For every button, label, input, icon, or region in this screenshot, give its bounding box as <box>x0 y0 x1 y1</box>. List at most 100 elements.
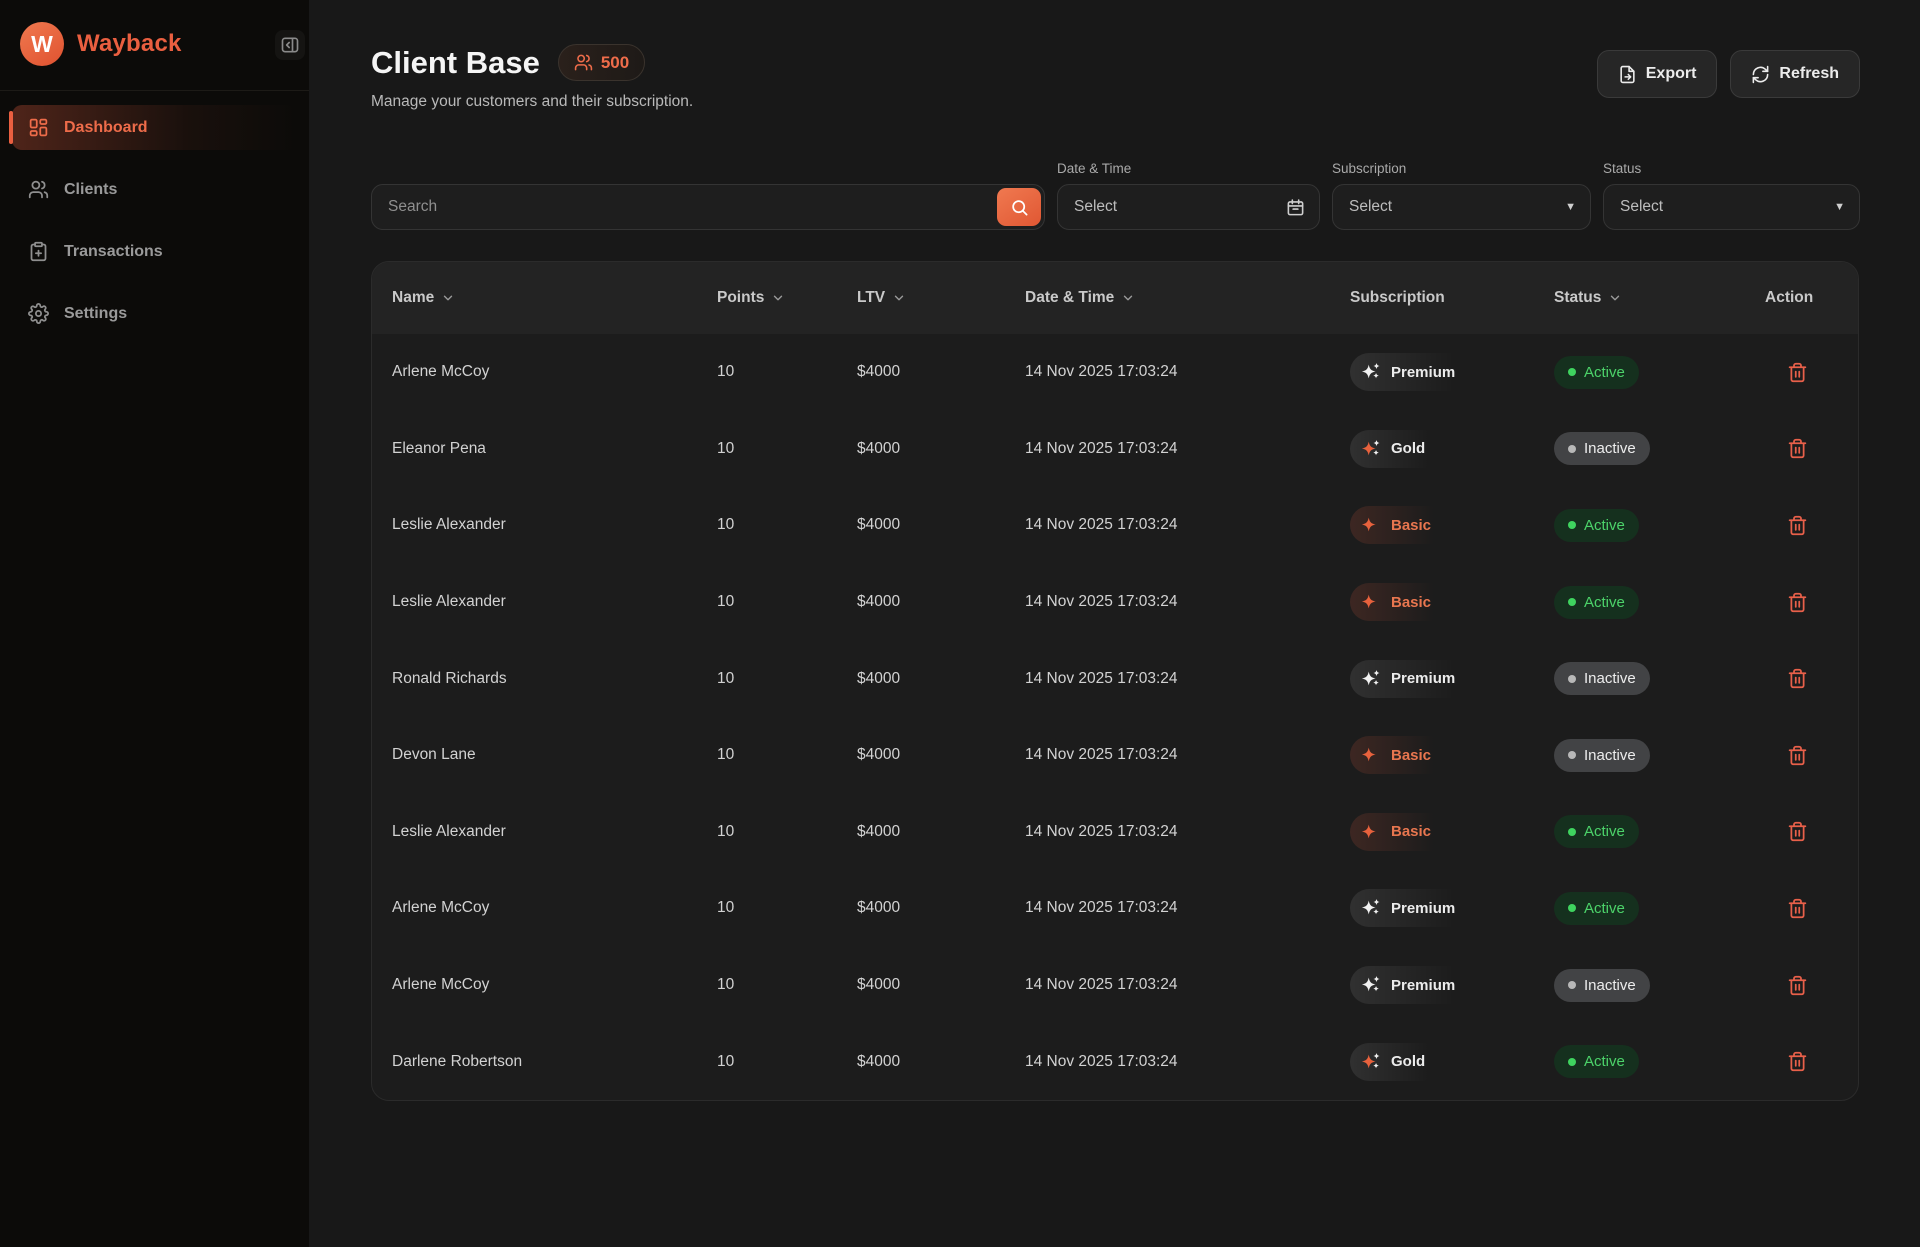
sort-chevron-icon <box>774 295 783 301</box>
datetime-value: 14 Nov 2025 17:03:24 <box>1025 593 1178 611</box>
status-badge: Inactive <box>1554 662 1650 696</box>
sort-chevron-icon <box>894 295 904 301</box>
column-header-action[interactable]: Action <box>1765 289 1814 306</box>
status-dot-icon <box>1568 598 1576 607</box>
client-count: 500 <box>600 52 630 72</box>
column-header-ltv[interactable]: LTV <box>857 289 1025 307</box>
delete-button[interactable] <box>1787 592 1808 613</box>
sparkles-icon <box>1361 594 1376 609</box>
delete-button[interactable] <box>1787 515 1808 536</box>
points-value: 10 <box>717 669 735 687</box>
export-button[interactable]: Export <box>1596 50 1718 98</box>
ltv-value: $4000 <box>857 669 901 687</box>
users-icon <box>574 54 593 71</box>
sort-chevron-icon <box>444 295 453 301</box>
calendar-icon <box>1287 198 1304 215</box>
status-badge: Inactive <box>1554 738 1650 772</box>
ltv-value: $4000 <box>857 593 901 611</box>
subscription-badge: Basic <box>1350 506 1450 545</box>
chevron-down-icon: ▼ <box>1565 201 1576 213</box>
client-name: Leslie Alexander <box>392 593 506 611</box>
sparkles-icon <box>1361 363 1380 379</box>
column-header-points[interactable]: Points <box>717 289 857 307</box>
status-dot-icon <box>1568 674 1576 683</box>
ltv-value: $4000 <box>857 822 901 840</box>
delete-button[interactable] <box>1787 975 1808 996</box>
sparkles-icon <box>1361 1052 1380 1069</box>
client-name: Arlene McCoy <box>392 976 490 994</box>
column-header-subscription[interactable]: Subscription <box>1350 289 1445 306</box>
table-row: Eleanor Pena 10 $4000 14 Nov 2025 17:03:… <box>372 411 1858 488</box>
datetime-value: 14 Nov 2025 17:03:24 <box>1025 1052 1178 1070</box>
delete-button[interactable] <box>1787 1051 1808 1072</box>
subscription-badge: Basic <box>1350 583 1450 622</box>
subscription-badge: Premium <box>1350 966 1474 1005</box>
table-row: Leslie Alexander 10 $4000 14 Nov 2025 17… <box>372 794 1858 871</box>
delete-button[interactable] <box>1787 668 1808 689</box>
column-header-status[interactable]: Status <box>1554 289 1765 307</box>
clipboard-icon <box>30 241 47 262</box>
status-dot-icon <box>1568 368 1576 377</box>
status-badge: Active <box>1554 891 1639 925</box>
status-dot-icon <box>1568 751 1576 760</box>
search-button[interactable] <box>997 188 1041 226</box>
sidebar-item-dashboard[interactable]: Dashboard <box>9 105 297 150</box>
delete-button[interactable] <box>1787 438 1808 459</box>
sparkles-icon <box>1361 899 1380 915</box>
client-name: Darlene Robertson <box>392 1052 523 1070</box>
sidebar-item-clients[interactable]: Clients <box>12 167 297 212</box>
datetime-value: 14 Nov 2025 17:03:24 <box>1025 899 1178 917</box>
subscription-filter: Subscription Select ▼ <box>1332 161 1591 230</box>
status-filter-label: Status <box>1603 161 1642 176</box>
status-badge: Inactive <box>1554 968 1650 1002</box>
column-header-date-time[interactable]: Date & Time <box>1025 289 1350 307</box>
delete-button[interactable] <box>1787 745 1808 766</box>
status-badge: Active <box>1554 355 1639 389</box>
ltv-value: $4000 <box>857 976 901 994</box>
sidebar-item-settings[interactable]: Settings <box>12 291 297 336</box>
status-badge: Active <box>1554 508 1639 542</box>
table-body: Arlene McCoy 10 $4000 14 Nov 2025 17:03:… <box>372 334 1858 1100</box>
filter-bar: Date & Time Select Subscription Select ▼… <box>371 161 1860 230</box>
delete-button[interactable] <box>1787 362 1808 383</box>
search-input[interactable] <box>371 184 1045 230</box>
status-badge: Active <box>1554 1045 1639 1079</box>
sidebar-item-transactions[interactable]: Transactions <box>12 229 297 274</box>
datetime-value: 14 Nov 2025 17:03:24 <box>1025 746 1178 764</box>
subscription-badge: Basic <box>1350 736 1450 775</box>
chevron-down-icon: ▼ <box>1834 201 1845 213</box>
sidebar-collapse-button[interactable] <box>275 30 305 60</box>
ltv-value: $4000 <box>857 746 901 764</box>
trash-icon <box>1788 362 1807 382</box>
points-value: 10 <box>717 976 735 994</box>
subscription-badge: Basic <box>1350 812 1450 851</box>
delete-button[interactable] <box>1787 898 1808 919</box>
brand-name: Wayback <box>77 30 182 57</box>
search-wrap <box>371 184 1045 230</box>
column-header-name[interactable]: Name <box>392 289 717 307</box>
delete-button[interactable] <box>1787 821 1808 842</box>
subscription-select[interactable]: Select ▼ <box>1332 184 1591 230</box>
trash-icon <box>1788 515 1807 536</box>
status-badge: Active <box>1554 815 1639 849</box>
trash-icon <box>1788 669 1807 689</box>
sidebar: W Wayback Dashboard Clients Transactions… <box>0 0 309 1247</box>
points-value: 10 <box>717 439 735 457</box>
trash-icon <box>1788 822 1807 842</box>
status-dot-icon <box>1568 904 1576 913</box>
table-row: Devon Lane 10 $4000 14 Nov 2025 17:03:24… <box>372 717 1858 794</box>
top-actions: Export Refresh <box>1596 50 1860 98</box>
ltv-value: $4000 <box>857 439 901 457</box>
client-name: Arlene McCoy <box>392 363 490 381</box>
sparkles-icon <box>1361 824 1376 839</box>
trash-icon <box>1788 1052 1807 1072</box>
subscription-badge: Gold <box>1350 1042 1444 1081</box>
refresh-button[interactable]: Refresh <box>1730 50 1860 98</box>
client-count-badge: 500 <box>557 44 646 81</box>
status-select[interactable]: Select ▼ <box>1603 184 1860 230</box>
panel-collapse-icon <box>281 37 299 53</box>
sort-chevron-icon <box>1611 295 1620 301</box>
status-filter: Status Select ▼ <box>1603 161 1860 230</box>
date-select[interactable]: Select <box>1057 184 1320 230</box>
page-title: Client Base <box>371 44 540 80</box>
